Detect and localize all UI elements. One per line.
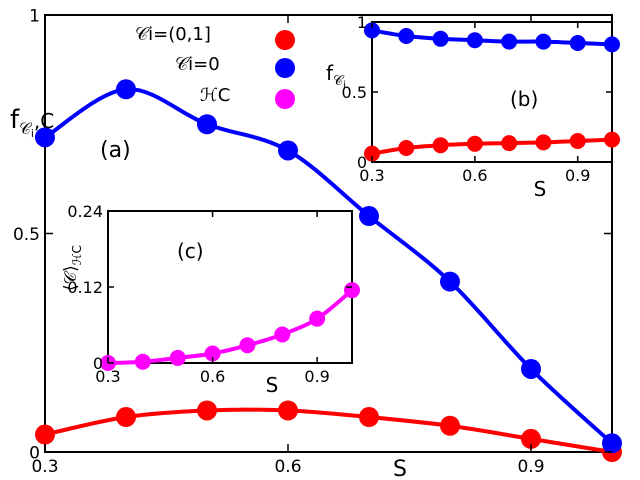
panel-b-series-1-point xyxy=(501,135,518,152)
panel-c-series xyxy=(100,282,360,371)
legend-marker-hc xyxy=(275,89,295,109)
legend: 𝒞i=(0,1] 𝒞i=0 ℋC xyxy=(135,24,295,109)
panel-b-x-tick-label: 0.9 xyxy=(565,166,590,185)
panel-c-inset-plot: 0.3 0.6 0.9 0 0.12 0.24 S ⟨𝒞⟩ℋC (c) xyxy=(61,202,360,397)
panel-c-series-0-point xyxy=(344,282,360,299)
panel-a-series-0-point xyxy=(35,424,55,445)
panel-b-series xyxy=(364,22,620,162)
panel-a-series-1-point xyxy=(197,114,217,135)
panel-b-y-tick-label: 1 xyxy=(357,13,367,32)
panel-b-y-ticks: 00.51 xyxy=(342,13,612,172)
panel-a-main-plot: 0.3 0.6 0.9 00.51 S f𝒞i,C (a) 𝒞i=(0,1] 𝒞i=… xyxy=(10,6,622,480)
legend-label-ci-zero: 𝒞i=0 xyxy=(175,54,220,75)
panel-a-series-0-point xyxy=(359,407,379,428)
panel-b-series-0-point xyxy=(432,30,449,47)
panel-c-y-ticks: 0 0.12 0.24 xyxy=(67,202,352,373)
panel-a-y-tick-label: 1 xyxy=(29,6,40,26)
panel-a-series-1-point xyxy=(35,127,55,148)
panel-b-series-1-point xyxy=(398,140,415,156)
panel-a-series-1-point xyxy=(440,271,460,292)
panel-c-x-axis-label: S xyxy=(266,373,279,397)
panel-a-series-0-point xyxy=(521,428,541,449)
panel-c-y-tick-label: 0.12 xyxy=(67,278,103,297)
panel-b-series-0-point xyxy=(569,35,586,51)
panel-a-series xyxy=(35,79,622,462)
panel-b-series-1-point xyxy=(466,135,483,152)
panel-b-series-0-point xyxy=(535,33,552,50)
panel-c-series-0-point xyxy=(169,349,186,366)
panel-c-x-tick-label: 0.9 xyxy=(304,367,329,386)
panel-b-x-axis-label: S xyxy=(534,177,547,201)
panel-a-series-1-point xyxy=(116,79,136,100)
panel-b-y-axis-label: f𝒞i xyxy=(326,61,346,91)
panel-b-inset-plot: 0.3 0.6 0.9 00.51 S f𝒞i (b) xyxy=(326,13,620,201)
panel-a-series-0-point xyxy=(197,400,217,421)
panel-a-series-0-point xyxy=(440,415,460,436)
panel-c-y-tick-label: 0 xyxy=(93,354,103,373)
panel-b-y-tick-label: 0 xyxy=(357,153,367,172)
panel-c-series-0-point xyxy=(134,353,151,370)
panel-a-series-1-point xyxy=(278,140,298,161)
panel-a-x-axis-label: S xyxy=(393,457,407,480)
panel-b-x-ticks: 0.3 0.6 0.9 xyxy=(359,22,590,185)
panel-b-x-tick-label: 0.6 xyxy=(462,166,487,185)
panel-c-y-tick-label: 0.24 xyxy=(67,202,103,221)
panel-c-x-tick-label: 0.6 xyxy=(200,367,225,386)
panel-c-series-0-point xyxy=(274,326,291,343)
legend-marker-ci-nonzero xyxy=(275,30,295,50)
panel-a-series-1-point xyxy=(521,358,541,379)
panel-b-x-tick-label: 0.3 xyxy=(359,166,384,185)
panel-b-series-0-point xyxy=(604,36,620,53)
panel-c-background xyxy=(108,211,352,363)
panel-b-series-1-point xyxy=(604,131,620,148)
panel-a-y-axis-label: f𝒞i,C xyxy=(10,105,54,140)
panel-a-series-1-point xyxy=(359,206,379,227)
panel-a-y-tick-label: 0.5 xyxy=(13,225,40,245)
panel-b-series-1-point xyxy=(364,145,380,162)
panel-a-series-0-point xyxy=(278,400,298,421)
panel-a-x-ticks: 0.3 0.6 0.9 xyxy=(31,15,545,477)
panel-c-series-0-point xyxy=(309,310,326,327)
panel-c-label: (c) xyxy=(177,239,204,263)
panel-a-series-0-point xyxy=(116,407,136,428)
panel-a-label: (a) xyxy=(100,138,131,163)
panel-c-x-tick-label: 0.3 xyxy=(95,367,120,386)
panel-a-y-ticks: 00.51 xyxy=(13,6,612,463)
panel-a-series-1-point xyxy=(602,433,622,454)
panel-b-series-1-point xyxy=(432,137,449,154)
panel-a-x-tick-label: 0.9 xyxy=(517,457,544,477)
panel-c-series-0-point xyxy=(204,345,221,362)
panel-b-series-1-point xyxy=(569,133,586,149)
legend-label-hc: ℋC xyxy=(200,85,230,106)
panel-a-y-tick-label: 0 xyxy=(29,443,40,463)
panel-c-series-0-point xyxy=(239,337,256,354)
panel-b-y-tick-label: 0.5 xyxy=(342,83,367,102)
panel-b-series-0-point xyxy=(398,28,415,44)
legend-marker-ci-zero xyxy=(275,58,295,78)
panel-c-x-ticks: 0.3 0.6 0.9 xyxy=(95,211,330,386)
panel-c-y-axis-label: ⟨𝒞⟩ℋC xyxy=(61,245,84,291)
panel-b-series-0-point xyxy=(364,22,380,39)
panel-b-series-1-point xyxy=(535,134,552,151)
panel-b-series-0-point xyxy=(501,33,518,50)
panel-a-x-tick-label: 0.6 xyxy=(274,457,301,477)
panel-b-series-0-point xyxy=(466,32,483,49)
panel-a-x-tick-label: 0.3 xyxy=(31,457,58,477)
legend-label-ci-nonzero: 𝒞i=(0,1] xyxy=(135,24,211,45)
panel-b-label: (b) xyxy=(510,87,538,111)
